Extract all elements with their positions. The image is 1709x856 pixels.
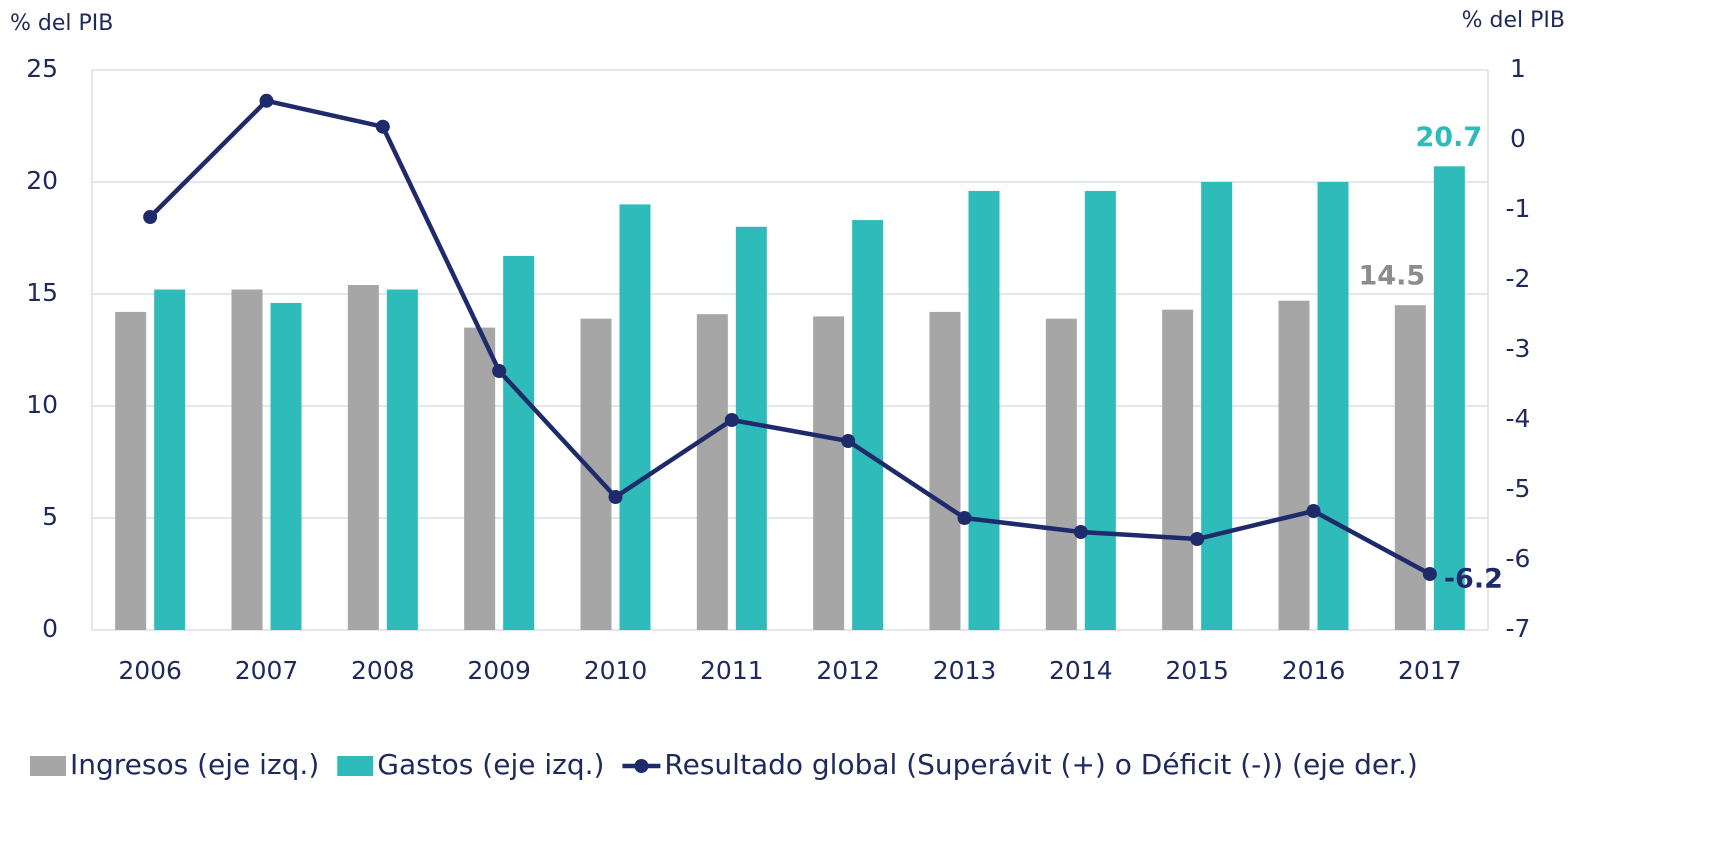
- bar: [1433, 166, 1465, 630]
- y-tick-label: 15: [26, 278, 58, 307]
- marker: [608, 490, 623, 504]
- x-tick-label: 2017: [1398, 656, 1462, 685]
- x-tick-label: 2014: [1049, 656, 1113, 685]
- legend-label: Ingresos (eje izq.): [70, 748, 319, 781]
- x-tick-label: 2011: [700, 656, 764, 685]
- bar: [619, 204, 651, 630]
- y2-tick-label: -4: [1506, 404, 1531, 433]
- data-label: 20.7: [1416, 122, 1483, 153]
- y2-tick-label: -5: [1506, 474, 1531, 503]
- y-tick-label: 25: [26, 54, 58, 83]
- bar: [347, 285, 379, 630]
- bar: [1317, 182, 1349, 630]
- line: [148, 98, 1431, 576]
- bar: [464, 327, 496, 630]
- y-tick-label: 10: [26, 390, 58, 419]
- y2-tick-label: -3: [1506, 334, 1531, 363]
- x-tick-label: 2012: [816, 656, 880, 685]
- bar: [852, 220, 884, 630]
- y-tick-label: 20: [26, 166, 58, 195]
- y2-tick-label: 0: [1510, 124, 1526, 153]
- bar: [929, 311, 961, 630]
- legend-swatch: [30, 756, 66, 776]
- bar: [231, 289, 263, 630]
- x-tick-label: 2007: [235, 656, 299, 685]
- marker: [1422, 567, 1437, 581]
- x-tick-label: 2010: [584, 656, 648, 685]
- marker: [1306, 504, 1321, 518]
- bar: [968, 190, 1000, 630]
- legend-swatch: [634, 759, 649, 773]
- bar: [696, 314, 728, 630]
- bar: [1278, 300, 1310, 630]
- marker: [1190, 532, 1205, 546]
- legend-swatch: [337, 756, 374, 776]
- bar: [1201, 182, 1233, 630]
- bar: [154, 289, 186, 630]
- data-label: -6.2: [1444, 564, 1503, 595]
- x-tick-label: 2016: [1282, 656, 1346, 685]
- y2-tick-label: -1: [1506, 194, 1531, 223]
- y2-tick-label: -7: [1506, 614, 1531, 643]
- y2-tick-label: -2: [1506, 264, 1531, 293]
- marker: [492, 364, 507, 378]
- marker: [375, 119, 390, 134]
- marker: [143, 210, 158, 224]
- bar: [270, 302, 302, 630]
- marker: [724, 413, 739, 427]
- marker: [259, 93, 274, 108]
- bar: [1084, 190, 1116, 630]
- x-tick-label: 2008: [351, 656, 415, 685]
- bar: [1045, 318, 1077, 630]
- y-tick-label: 0: [42, 614, 58, 643]
- y2-axis-label: % del PIB: [1462, 8, 1565, 33]
- data-label: 14.5: [1359, 261, 1426, 292]
- y2-tick-label: 1: [1510, 54, 1526, 83]
- bar: [735, 226, 767, 631]
- y-axis-label: % del PIB: [10, 11, 113, 36]
- x-tick-label: 2009: [467, 656, 531, 685]
- marker: [1073, 525, 1088, 539]
- x-tick-label: 2006: [118, 656, 182, 685]
- bar: [386, 289, 418, 630]
- bar: [1162, 309, 1194, 630]
- bar: [115, 311, 147, 630]
- bar: [503, 255, 535, 631]
- bar: [1394, 305, 1426, 630]
- legend-label: Gastos (eje izq.): [377, 748, 604, 781]
- y-tick-label: 5: [42, 502, 58, 531]
- marker: [957, 511, 972, 525]
- bar: [813, 316, 845, 630]
- legend-label: Resultado global (Superávit (+) o Défici…: [664, 748, 1417, 781]
- x-tick-label: 2015: [1165, 656, 1229, 685]
- x-tick-label: 2013: [933, 656, 997, 685]
- y2-tick-label: -6: [1506, 544, 1531, 573]
- marker: [841, 434, 856, 448]
